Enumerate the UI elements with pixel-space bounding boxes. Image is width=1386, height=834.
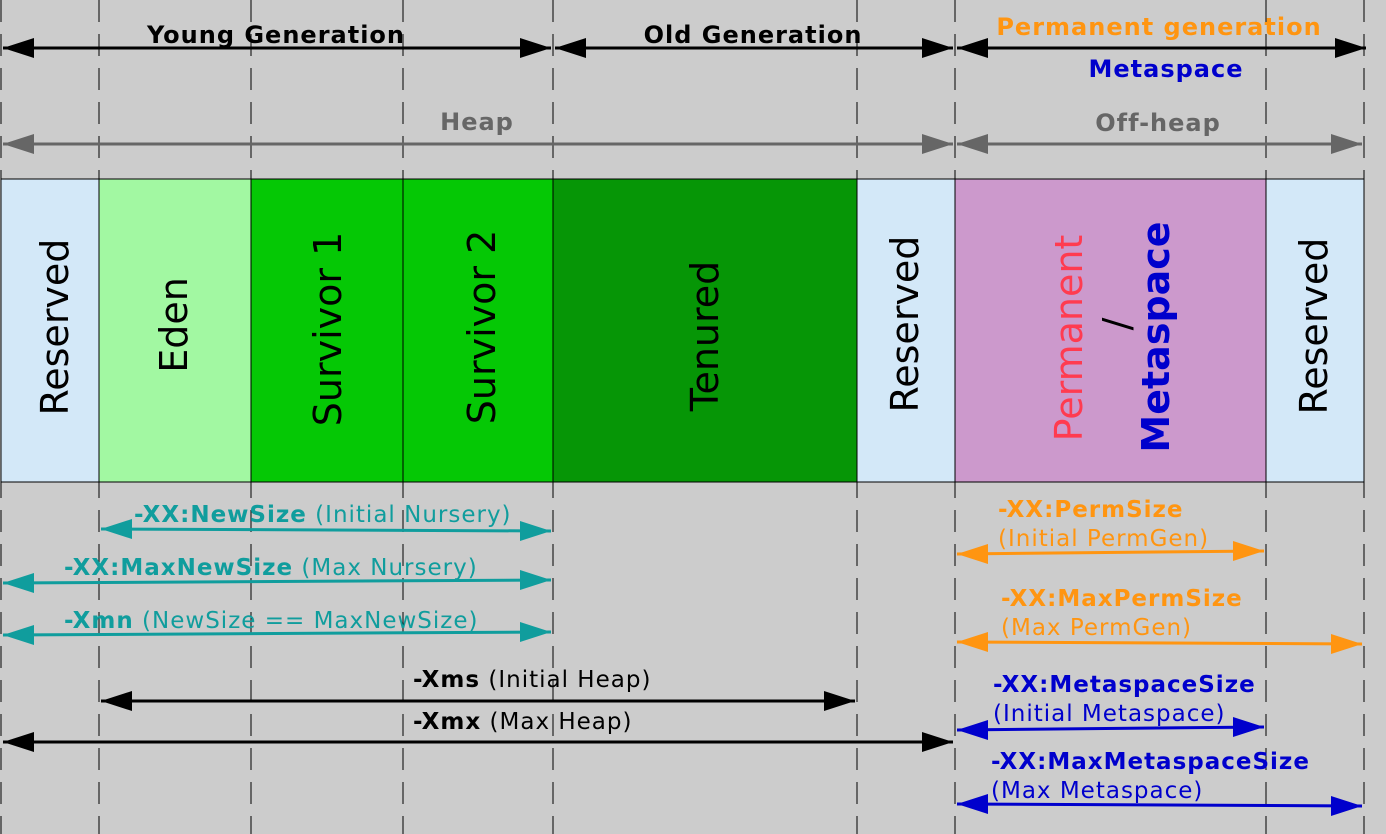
- maxpermsize-desc: (Max PermGen): [1001, 615, 1192, 641]
- heap-label: Heap: [440, 108, 514, 136]
- xmn-desc: (NewSize == MaxNewSize): [134, 608, 479, 634]
- reserved-label-3: Reserved: [1292, 238, 1336, 415]
- arrowhead: [520, 570, 551, 590]
- arrowhead: [957, 134, 988, 154]
- arrowhead: [3, 625, 34, 645]
- arrowhead: [3, 38, 34, 58]
- xmx-desc: (Max Heap): [481, 709, 632, 735]
- arrowhead: [957, 720, 988, 740]
- maxnewsize-option-label: -XX:MaxNewSize (Max Nursery): [64, 555, 478, 581]
- xmn-flag: -Xmn: [64, 608, 134, 634]
- maxmetaspacesize-flag: -XX:MaxMetaspaceSize: [991, 749, 1310, 775]
- arrowhead: [922, 732, 953, 752]
- option-arrows: [2, 519, 1363, 816]
- survivor-2-block: [402, 178, 554, 483]
- arrowhead: [3, 134, 34, 154]
- xmx-flag: -Xmx: [413, 709, 481, 735]
- eden-block: [98, 178, 252, 483]
- permsize-desc: (Initial PermGen): [998, 526, 1209, 552]
- arrowhead: [957, 544, 988, 564]
- xmx-option-label: -Xmx (Max Heap): [413, 709, 632, 735]
- arrowhead: [1233, 717, 1264, 737]
- maxmetaspacesize-arrow: [956, 802, 1363, 808]
- permanent-generation-label: Permanent generation: [996, 13, 1321, 41]
- arrowhead: [3, 573, 34, 593]
- arrowhead: [3, 732, 34, 752]
- maxmetaspacesize-desc: (Max Metaspace): [991, 778, 1203, 804]
- arrowhead: [1331, 796, 1362, 816]
- arrowhead: [520, 521, 551, 541]
- xms-desc: (Initial Heap): [480, 667, 651, 693]
- eden-label: Eden: [152, 277, 196, 373]
- arrowhead: [1335, 38, 1366, 58]
- maxnewsize-desc: (Max Nursery): [293, 555, 478, 581]
- maxpermsize-arrow: [956, 640, 1363, 646]
- xms-flag: -Xms: [413, 667, 480, 693]
- reserved-label-1: Reserved: [33, 239, 77, 416]
- arrowhead: [1331, 634, 1362, 654]
- generation-arrows: [3, 38, 1366, 154]
- arrowhead: [957, 38, 988, 58]
- permanent-label: Permanent: [1047, 235, 1091, 442]
- survivor-2-label: Survivor 2: [460, 230, 504, 425]
- arrowhead: [957, 794, 988, 814]
- metaspace-header-label: Metaspace: [1089, 55, 1244, 83]
- arrowhead: [520, 622, 551, 642]
- tenured-label: Tenured: [683, 261, 727, 413]
- arrowhead: [101, 691, 132, 711]
- arrowhead: [520, 38, 551, 58]
- arrowhead: [957, 632, 988, 652]
- metaspacesize-flag: -XX:MetaspaceSize: [993, 672, 1256, 698]
- xmn-arrow: [2, 630, 552, 637]
- maxnewsize-arrow: [2, 578, 552, 585]
- old-generation-label: Old Generation: [644, 21, 863, 49]
- permanent-metaspace-block: [954, 178, 1267, 483]
- metaspacesize-desc: (Initial Metaspace): [993, 701, 1225, 727]
- arrowhead: [922, 134, 953, 154]
- arrowhead: [101, 519, 132, 539]
- off-heap-label: Off-heap: [1095, 109, 1221, 137]
- newsize-arrow: [100, 527, 552, 533]
- arrowhead: [922, 38, 953, 58]
- xms-option-label: -Xms (Initial Heap): [413, 667, 651, 693]
- arrowhead: [555, 38, 586, 58]
- survivor-1-block: [250, 178, 404, 483]
- newsize-option-label: -XX:NewSize (Initial Nursery): [134, 502, 512, 528]
- memory-regions: [0, 178, 1365, 483]
- slash-label: /: [1095, 317, 1139, 330]
- arrowhead: [824, 691, 855, 711]
- young-generation-label: Young Generation: [146, 21, 405, 49]
- survivor-1-label: Survivor 1: [306, 232, 350, 427]
- newsize-flag: -XX:NewSize: [134, 502, 307, 528]
- metaspace-label: Metaspace: [1134, 221, 1178, 452]
- permsize-flag: -XX:PermSize: [998, 497, 1184, 523]
- reserved-label-2: Reserved: [883, 236, 927, 413]
- permsize-arrow: [956, 549, 1265, 556]
- newsize-desc: (Initial Nursery): [307, 502, 512, 528]
- maxpermsize-flag: -XX:MaxPermSize: [1001, 586, 1243, 612]
- arrowhead: [1331, 134, 1362, 154]
- reserved-block-2: [856, 178, 956, 483]
- metaspacesize-arrow: [956, 725, 1265, 732]
- reserved-block-1: [0, 178, 100, 483]
- maxnewsize-flag: -XX:MaxNewSize: [64, 555, 293, 581]
- xmn-option-label: -Xmn (NewSize == MaxNewSize): [64, 608, 478, 634]
- reserved-block-3: [1265, 178, 1365, 483]
- arrowhead: [1233, 541, 1264, 561]
